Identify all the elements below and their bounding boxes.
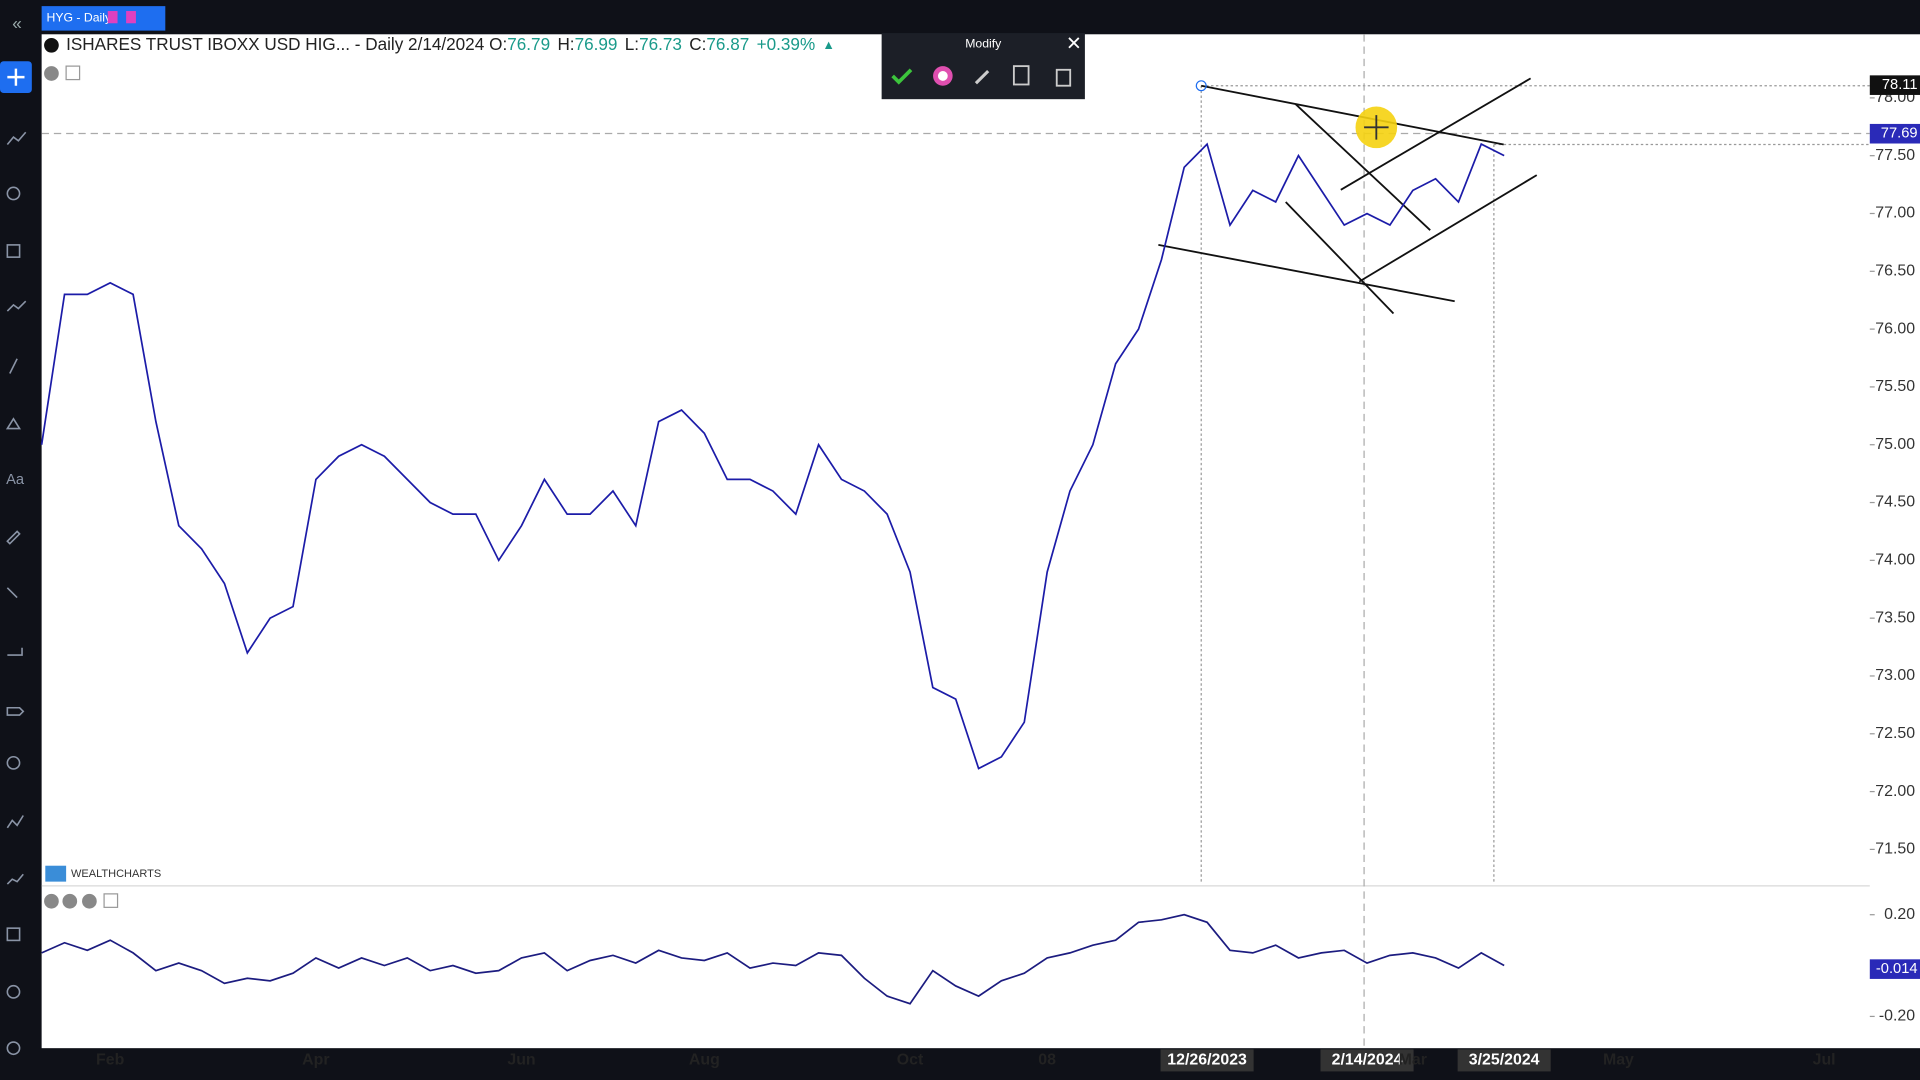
settings-icon[interactable] bbox=[44, 66, 59, 81]
cursor bbox=[1364, 115, 1389, 140]
tab-badge bbox=[126, 11, 136, 24]
date-highlight bbox=[1457, 1049, 1551, 1072]
y-tick-label: 73.00 bbox=[1875, 667, 1915, 684]
change-arrow bbox=[824, 41, 833, 49]
toolbar-title: Modify bbox=[965, 36, 1002, 50]
pane-add[interactable] bbox=[103, 893, 119, 908]
close-button[interactable] bbox=[1068, 37, 1080, 49]
chart-area bbox=[41, 34, 1920, 1049]
tab-badge bbox=[107, 11, 118, 24]
tab-title: HYG - Daily bbox=[47, 11, 112, 25]
pane-controls[interactable] bbox=[44, 893, 97, 909]
y-tick-label: 74.00 bbox=[1875, 552, 1915, 569]
series-line bbox=[40, 142, 1505, 770]
y-tick-label: 73.50 bbox=[1875, 609, 1915, 626]
confirm-button[interactable] bbox=[891, 68, 913, 85]
x-tick-label: May bbox=[1603, 1052, 1634, 1069]
price-mark-label: 78.11 bbox=[1882, 77, 1918, 93]
delete-button[interactable] bbox=[1055, 68, 1072, 87]
color-button-center bbox=[937, 71, 948, 81]
guides bbox=[1200, 85, 1870, 885]
y-tick-label: 76.00 bbox=[1875, 320, 1915, 337]
x-tick-label: Jul bbox=[1813, 1052, 1836, 1069]
tool-icons[interactable] bbox=[5, 131, 27, 1056]
modify-toolbar bbox=[881, 33, 1085, 100]
ohlc-value: 76.87 bbox=[706, 34, 749, 54]
expand-icon[interactable] bbox=[65, 65, 81, 81]
date-highlight bbox=[1320, 1049, 1414, 1072]
date-highlight bbox=[1160, 1049, 1254, 1072]
trendlines[interactable] bbox=[1158, 77, 1538, 315]
y-tick-label: 71.50 bbox=[1875, 841, 1915, 858]
text-tool[interactable]: Aa bbox=[6, 472, 25, 488]
price-mark-box bbox=[1869, 123, 1920, 144]
x-tick-label: Aug bbox=[689, 1052, 720, 1069]
x-tick-label: Mar bbox=[1399, 1052, 1427, 1069]
watermark-logo bbox=[45, 865, 67, 882]
symbol-title: ISHARES TRUST IBOXX USD HIG... - Daily 2… bbox=[66, 34, 485, 54]
y-tick-label: 72.50 bbox=[1875, 725, 1915, 742]
x-tick-label: 08 bbox=[1038, 1052, 1056, 1069]
y-tick-label: 77.50 bbox=[1875, 147, 1915, 164]
crosshair bbox=[41, 34, 1870, 1049]
x-tick-label: Jun bbox=[507, 1052, 535, 1069]
x-tick-label: Apr bbox=[302, 1052, 329, 1069]
ohlc-value: 76.99 bbox=[575, 34, 618, 54]
y-tick-label: 74.50 bbox=[1875, 494, 1915, 511]
y-tick-label: 0.20 bbox=[1884, 906, 1915, 923]
watermark: WEALTHCHARTS bbox=[71, 868, 161, 880]
x-tick-label: 3/25/2024 bbox=[1469, 1052, 1540, 1069]
y-tick-label: 72.00 bbox=[1875, 783, 1915, 800]
ohlc: O: 76.79 H: 76.99 L: 76.73 C: 76.87 +0.39% bbox=[489, 34, 833, 54]
y-tick-label: 75.50 bbox=[1875, 378, 1915, 395]
change: +0.39% bbox=[757, 34, 816, 54]
ohlc-label: H: bbox=[557, 34, 574, 54]
x-tick-label: Feb bbox=[96, 1052, 125, 1069]
plus-icon bbox=[7, 68, 25, 86]
symbol-logo bbox=[44, 37, 59, 53]
ohlc-value: 76.73 bbox=[639, 34, 682, 54]
price-mark-label: -0.014 bbox=[1876, 961, 1918, 977]
anchor-handle[interactable] bbox=[1195, 80, 1207, 92]
style-button[interactable] bbox=[974, 69, 990, 85]
x-tick-label: Oct bbox=[897, 1052, 924, 1069]
plots: 71.50 72.00 72.50 73.00 73.50 74.00 74.50 75.00… bbox=[40, 75, 1920, 1072]
series-line bbox=[41, 913, 1505, 1005]
y-tick-label: 76.50 bbox=[1875, 263, 1915, 280]
price-mark-label: 77.69 bbox=[1881, 126, 1918, 142]
ohlc-label: C: bbox=[689, 34, 706, 54]
ohlc-label: O: bbox=[489, 34, 507, 54]
y-tick-label: -0.20 bbox=[1879, 1008, 1915, 1025]
price-mark-box bbox=[1869, 75, 1920, 95]
ohlc-label: L: bbox=[625, 34, 639, 54]
y-tick-label: 75.00 bbox=[1875, 436, 1915, 453]
clone-button[interactable] bbox=[1012, 65, 1030, 86]
x-tick-label: 12/26/2023 bbox=[1167, 1052, 1247, 1069]
price-mark-box bbox=[1869, 959, 1920, 979]
collapse-icon[interactable]: « bbox=[12, 13, 22, 33]
ohlc-value: 76.79 bbox=[507, 34, 550, 54]
x-tick-label: 2/14/2024 bbox=[1332, 1052, 1403, 1069]
tab[interactable] bbox=[41, 6, 166, 31]
y-tick-label: 77.00 bbox=[1875, 205, 1915, 222]
